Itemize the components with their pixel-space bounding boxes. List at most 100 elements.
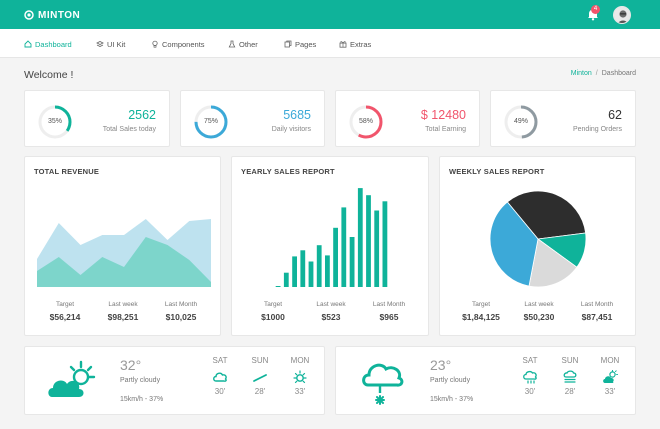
forecast-day-name: MON: [600, 356, 620, 365]
bar: [325, 255, 330, 287]
nav-pages[interactable]: Pages: [284, 38, 316, 50]
stat-card-orders: 49% 62 Pending Orders: [490, 90, 636, 147]
kpi-target: Target $56,214: [35, 301, 95, 322]
total-revenue-card: TOTAL REVENUE Target $56,214 Last week $…: [24, 156, 221, 336]
stat-label: Total Earning: [425, 126, 466, 133]
forecast-day: SUN 28': [245, 356, 275, 396]
chart-title: YEARLY SALES REPORT: [241, 167, 335, 176]
weather-wind: 15km/h - 37%: [120, 396, 164, 403]
breadcrumb-current: Dashboard: [601, 70, 636, 77]
kpi-label: Target: [471, 301, 491, 308]
progress-ring: [504, 105, 538, 139]
stat-value: 62: [608, 108, 622, 122]
wind-icon: [253, 374, 267, 382]
pie-slice: [528, 238, 578, 288]
bar: [366, 195, 371, 287]
avatar-image: [614, 7, 630, 23]
rain-cloud-icon: [523, 370, 537, 384]
weekly-sales-card: WEEKLY SALES REPORT Target $1,84,125 Las…: [439, 156, 636, 336]
weather-wind: 15km/h - 37%: [430, 396, 474, 403]
kpi-value: $56,214: [49, 312, 81, 322]
area-series-2: [37, 237, 211, 287]
layers-icon: [96, 41, 104, 47]
breadcrumb-separator: /: [595, 70, 598, 77]
page-title: Welcome !: [24, 69, 74, 81]
user-avatar[interactable]: [613, 6, 631, 24]
kpi-value: $1000: [261, 312, 285, 322]
yearly-bar-chart: [275, 188, 388, 287]
flask-icon: [228, 40, 236, 48]
stat-card-visitors: 75% 5685 Daily visitors: [180, 90, 325, 147]
stat-card-sales: 35% 2562 Total Sales today: [24, 90, 170, 147]
forecast-day: MON 33': [285, 356, 315, 396]
forecast-day-name: SAT: [522, 356, 538, 365]
forecast-day-temp: 30': [214, 387, 226, 396]
nav-dashboard[interactable]: Dashboard: [24, 38, 72, 50]
stat-percent: 49%: [513, 118, 528, 125]
kpi-label: Last week: [108, 301, 138, 308]
kpi-label: Target: [55, 301, 75, 308]
breadcrumb-link-home[interactable]: Minton: [570, 70, 592, 77]
kpi-value: $1,84,125: [462, 312, 500, 322]
nav-label: Components: [162, 39, 205, 49]
main-navbar: Dashboard UI Kit Components Other Pages …: [0, 29, 660, 58]
kpi-label: Last Month: [372, 301, 406, 308]
bar: [333, 227, 338, 287]
forecast-day-temp: 28': [254, 387, 266, 396]
kpi-last-week: Last week $50,230: [509, 301, 569, 322]
kpi-last-month: Last Month $965: [359, 301, 419, 322]
stat-value: $ 12480: [420, 108, 466, 122]
stat-value: 2562: [128, 108, 156, 122]
partly-cloudy-sun-icon: [48, 360, 96, 397]
stat-label: Pending Orders: [572, 126, 622, 133]
forecast-day: SAT 30': [205, 356, 235, 396]
brand-logo[interactable]: MINTON: [24, 8, 80, 22]
bar: [283, 272, 289, 287]
pie-slice: [489, 201, 539, 287]
kpi-value: $523: [321, 312, 341, 322]
forecast-day: SUN 28': [555, 356, 585, 396]
kpi-label: Last Month: [580, 301, 614, 308]
kpi-value: $10,025: [165, 312, 197, 322]
nav-ui-kit[interactable]: UI Kit: [96, 38, 125, 50]
yearly-sales-card: YEARLY SALES REPORT Target $1000 Last we…: [231, 156, 429, 336]
pie-slice: [506, 190, 587, 240]
forecast-day-name: SUN: [561, 356, 579, 365]
forecast-day-name: SAT: [212, 356, 228, 365]
bar: [316, 245, 322, 287]
kpi-label: Last week: [316, 301, 346, 308]
bar: [349, 237, 355, 287]
kpi-target: Target $1,84,125: [451, 301, 511, 322]
breadcrumb: Minton / Dashboard: [571, 70, 636, 77]
bar: [300, 250, 306, 287]
bar: [308, 261, 314, 287]
nav-label: Extras: [350, 39, 372, 49]
bar: [341, 207, 347, 287]
weather-description: Partly cloudy: [120, 377, 161, 384]
notification-badge: 4: [591, 5, 600, 14]
stat-percent: 75%: [203, 118, 218, 125]
pages-icon: [284, 40, 292, 48]
progress-ring: [349, 105, 383, 139]
bar: [292, 256, 297, 287]
chart-title: TOTAL REVENUE: [34, 167, 100, 176]
nav-extras[interactable]: Extras: [339, 38, 371, 50]
top-bar: MINTON 4: [0, 0, 660, 29]
snow-cloud-icon: [362, 363, 404, 405]
gift-icon: [339, 41, 347, 48]
kpi-value: $965: [379, 312, 399, 322]
brand-name: MINTON: [38, 9, 81, 21]
weather-card-2: 23° Partly cloudy 15km/h - 37% SAT 30' S…: [335, 346, 636, 415]
forecast-day-name: SUN: [251, 356, 269, 365]
nav-other[interactable]: Other: [228, 38, 258, 50]
stat-label: Total Sales today: [102, 126, 156, 133]
nav-label: Pages: [295, 39, 317, 49]
forecast-day-temp: 33': [604, 387, 616, 396]
kpi-last-month: Last Month $10,025: [151, 301, 211, 322]
nav-components[interactable]: Components: [151, 38, 205, 50]
sun-icon: [293, 370, 307, 384]
progress-ring: [194, 105, 228, 139]
forecast-day-name: MON: [290, 356, 310, 365]
stat-percent: 58%: [358, 118, 373, 125]
fog-icon: [563, 370, 577, 383]
